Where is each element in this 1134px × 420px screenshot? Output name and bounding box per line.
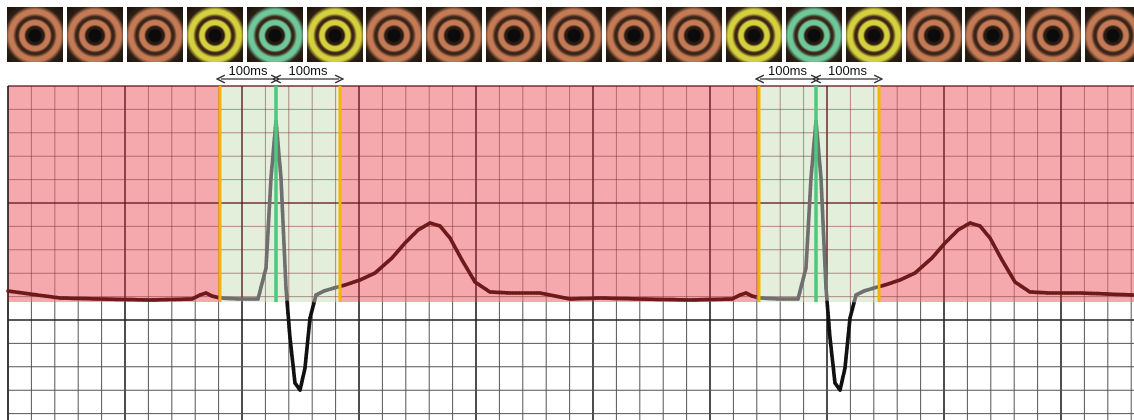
- ivus-frame-copper: [965, 7, 1022, 62]
- ivus-frame-copper: [905, 7, 962, 62]
- window-2-interval-after: 100ms: [817, 63, 878, 79]
- ivus-frame-copper: [426, 7, 483, 62]
- gated-window-2: [759, 86, 879, 302]
- window-1-interval-before: 100ms: [221, 63, 275, 79]
- ivus-frame-copper: [486, 7, 543, 62]
- ivus-frame-copper: [126, 7, 183, 62]
- window-markers: [218, 86, 881, 302]
- ivus-frame-copper: [366, 7, 423, 62]
- ivus-frame-green: [246, 7, 303, 62]
- interval-label: 100ms: [288, 63, 328, 78]
- ivus-frame-copper: [665, 7, 722, 62]
- zone-bands: [8, 86, 1134, 302]
- ivus-frame-strip: [0, 0, 1134, 62]
- interval-label: 100ms: [228, 63, 268, 78]
- ivus-frame-yellow: [186, 7, 243, 62]
- red-zone: [8, 86, 1134, 302]
- window-1-interval-after: 100ms: [277, 63, 339, 79]
- ivus-frame-copper: [606, 7, 662, 62]
- ivus-frame-yellow: [306, 7, 363, 62]
- ivus-frame-yellow: [845, 7, 902, 62]
- interval-label: 100ms: [768, 63, 808, 78]
- ecg-grid: [7, 85, 1134, 420]
- ivus-frame-yellow: [725, 7, 782, 62]
- interval-annotations: 100ms 100ms 100ms 100ms: [221, 63, 878, 79]
- ecg-trace: [6, 119, 1134, 392]
- ivus-frame-copper: [7, 7, 63, 62]
- window-2-interval-before: 100ms: [760, 63, 815, 79]
- ivus-frame-copper: [1025, 7, 1082, 62]
- ivus-frame-copper: [1085, 7, 1134, 62]
- ivus-frame-copper: [546, 7, 603, 62]
- interval-label: 100ms: [828, 63, 868, 78]
- ivus-frame-green: [785, 7, 842, 62]
- ivus-frame-copper: [66, 7, 123, 62]
